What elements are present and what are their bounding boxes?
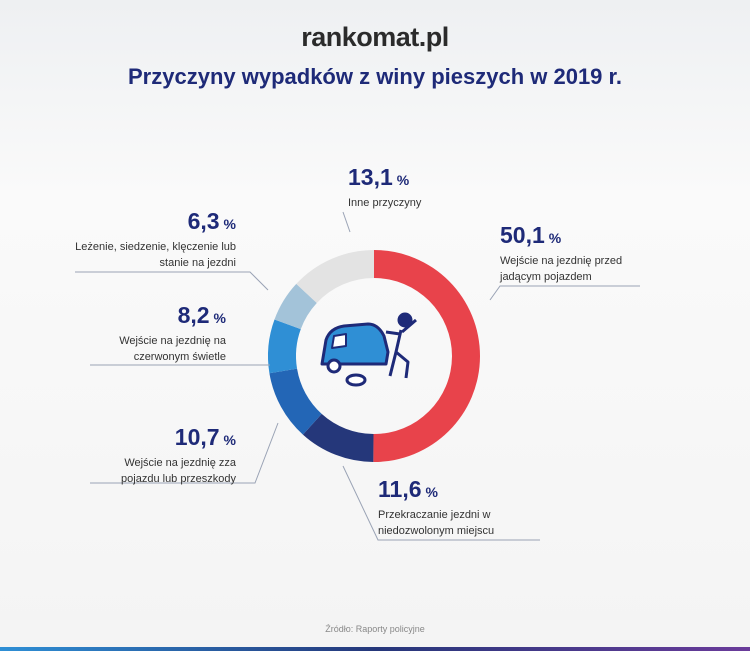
value-number: 13,1 — [348, 164, 393, 190]
value-unit: % — [223, 432, 236, 448]
chart-title: Przyczyny wypadków z winy pieszych w 201… — [128, 64, 622, 89]
leader-line — [75, 271, 269, 291]
leader-line — [342, 211, 351, 233]
value-number: 11,6 — [378, 476, 422, 502]
value-number: 6,3 — [187, 208, 220, 234]
value-unit: % — [396, 172, 410, 188]
category-label: Wejście na jezdnię przed jadącym pojazde… — [500, 255, 623, 283]
leader-line — [342, 465, 540, 541]
category-label: Przekraczanie jezdni w niedozwolonym mie… — [378, 509, 495, 537]
donut-segment — [267, 319, 301, 374]
donut-segment — [373, 250, 481, 462]
source: Źródło: Raporty policyjne — [325, 624, 425, 634]
donut-segment — [269, 368, 322, 435]
category-label: Inne przyczyny — [348, 197, 422, 209]
value-label: 6,3% — [188, 208, 236, 235]
value-label: 8,2% — [178, 302, 226, 329]
bottom-bar — [0, 647, 750, 651]
value-unit: % — [223, 216, 236, 232]
value-number: 10,7 — [174, 424, 220, 450]
leader-line — [90, 422, 279, 484]
value-label: 10,7% — [175, 424, 236, 451]
donut-segment — [296, 250, 374, 303]
leader-line — [489, 285, 640, 301]
value-unit: % — [548, 230, 562, 246]
category-label: Wejście na jezdnię na czerwonym świetle — [119, 335, 226, 363]
value-unit: % — [213, 310, 226, 326]
donut-segment — [302, 413, 374, 462]
category-label: Leżenie, siedzenie, klęczenie lub stanie… — [75, 241, 236, 269]
value-label: 13,1% — [348, 164, 409, 191]
value-label: 11,6% — [378, 476, 438, 503]
donut-segment — [274, 283, 317, 330]
value-label: 50,1% — [500, 222, 561, 249]
category-label: Wejście na jezdnię zza pojazdu lub przes… — [121, 457, 236, 485]
value-number: 8,2 — [177, 302, 210, 328]
value-unit: % — [425, 484, 438, 500]
center-icon — [320, 312, 417, 387]
logo: rankomat.pl — [301, 22, 449, 52]
value-number: 50,1 — [500, 222, 545, 248]
